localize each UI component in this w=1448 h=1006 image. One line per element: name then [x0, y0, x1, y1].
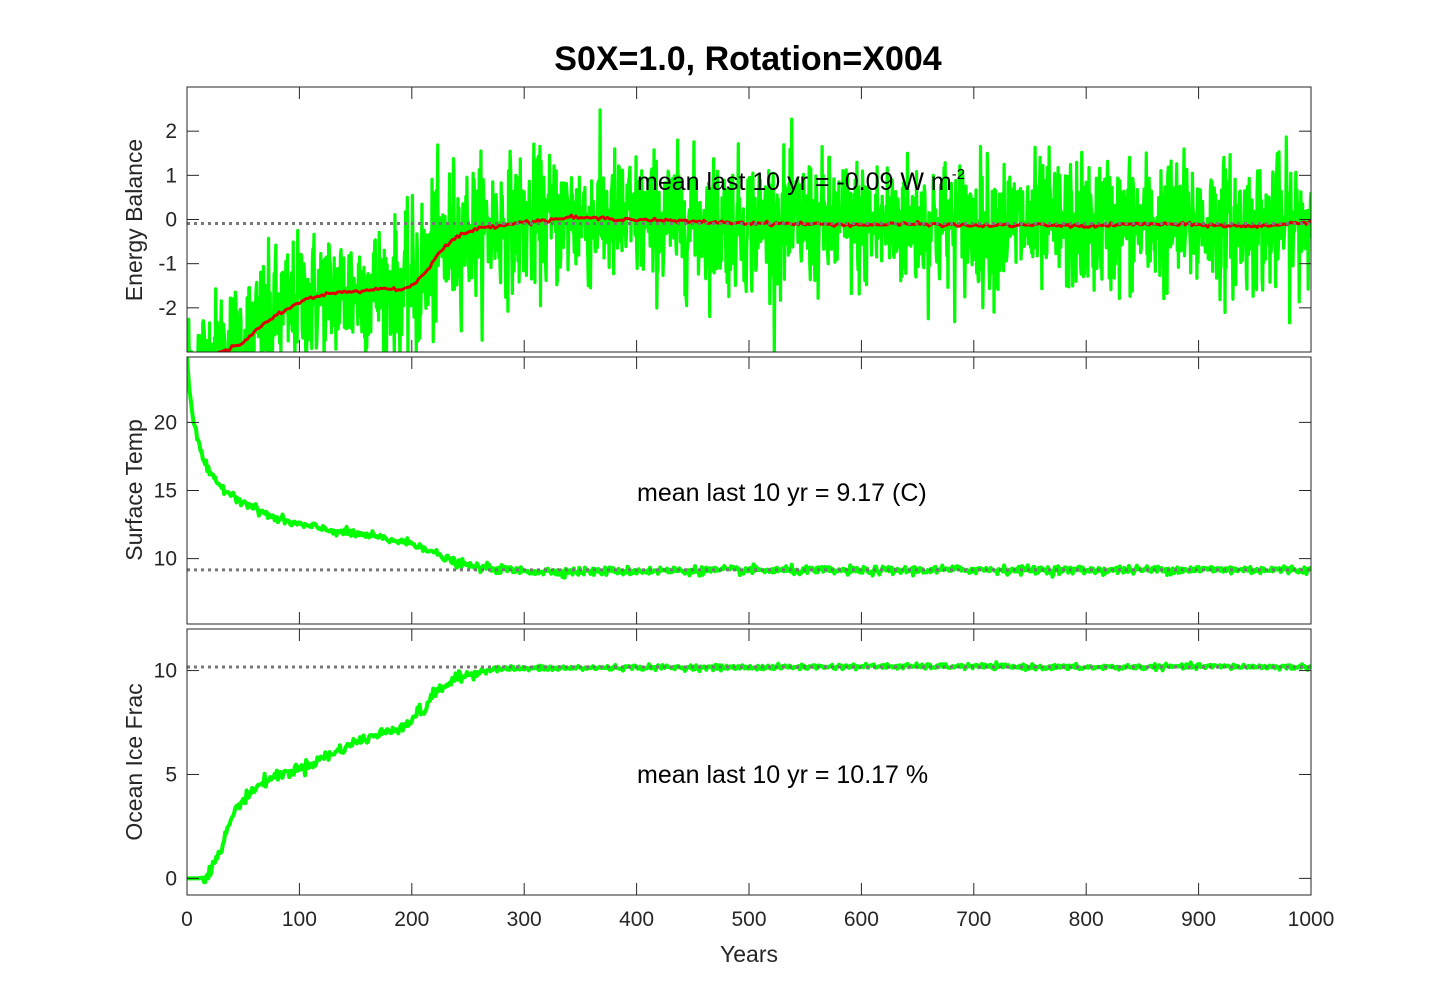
- energy-balance-y-tick-label: -1: [158, 253, 177, 276]
- energy-balance-y-ticks: -2 -1 0 1 2: [158, 120, 1311, 320]
- x-tick-label: 800: [1069, 908, 1104, 931]
- chart-title: S0X=1.0, Rotation=X004: [554, 40, 941, 78]
- surface-temp-annotation: mean last 10 yr = 9.17 (C): [637, 479, 927, 507]
- ocean-ice-frac-panel: 0 5 10 Ocean Ice Frac mean last 10 yr = 10…: [121, 628, 1312, 896]
- x-tick-label: 100: [282, 908, 317, 931]
- ocean-ice-frac-y-tick-label: 10: [154, 660, 177, 683]
- ocean-ice-frac-y-ticks: 0 5 10: [154, 660, 1311, 890]
- energy-balance-annotation: mean last 10 yr = -0.09 W m-2: [637, 166, 965, 196]
- x-tick-label: 1000: [1288, 908, 1335, 931]
- x-tick-label: 900: [1181, 908, 1216, 931]
- x-tick-label: 0: [181, 908, 193, 931]
- surface-temp-y-tick-label: 15: [154, 480, 177, 503]
- surface-temp-y-ticks: 10 15 20: [154, 411, 1311, 571]
- x-tick-label: 500: [731, 908, 766, 931]
- ocean-ice-frac-y-tick-label: 0: [165, 867, 177, 890]
- energy-balance-annotation-superscript: -2: [952, 166, 965, 183]
- energy-balance-series-group: [187, 108, 1311, 352]
- surface-temp-raw-line: [187, 357, 1311, 580]
- x-tick-label: 400: [619, 908, 654, 931]
- ocean-ice-frac-y-label: Ocean Ice Frac: [121, 683, 147, 840]
- energy-balance-annotation-text: mean last 10 yr = -0.09 W m: [637, 168, 952, 196]
- surface-temp-y-label: Surface Temp: [121, 419, 147, 560]
- energy-balance-y-label: Energy Balance: [121, 139, 147, 301]
- x-axis-ticks: 0 100 200 300 400 500 600 700 800 900 1000: [181, 87, 1334, 931]
- energy-balance-raw-line: [187, 108, 1311, 352]
- x-tick-label: 600: [844, 908, 879, 931]
- energy-balance-panel: -2 -1 0 1 2 Energy Balance mean last 10 yr =…: [121, 86, 1312, 353]
- x-tick-label: 300: [507, 908, 542, 931]
- energy-balance-y-tick-label: 0: [165, 209, 177, 232]
- energy-balance-y-tick-label: 2: [165, 120, 177, 143]
- x-tick-label: 200: [394, 908, 429, 931]
- x-axis-label: Years: [720, 941, 778, 967]
- surface-temp-panel: 10 15 20 Surface Temp mean last 10 yr = 9.…: [121, 356, 1312, 625]
- surface-temp-y-tick-label: 20: [154, 411, 177, 434]
- surface-temp-series-group: [187, 357, 1311, 580]
- ocean-ice-frac-annotation: mean last 10 yr = 10.17 %: [637, 761, 928, 789]
- energy-balance-y-tick-label: 1: [165, 164, 177, 187]
- surface-temp-y-tick-label: 10: [154, 548, 177, 571]
- x-tick-label: 700: [956, 908, 991, 931]
- energy-balance-y-tick-label: -2: [158, 297, 177, 320]
- ocean-ice-frac-y-tick-label: 5: [165, 763, 177, 786]
